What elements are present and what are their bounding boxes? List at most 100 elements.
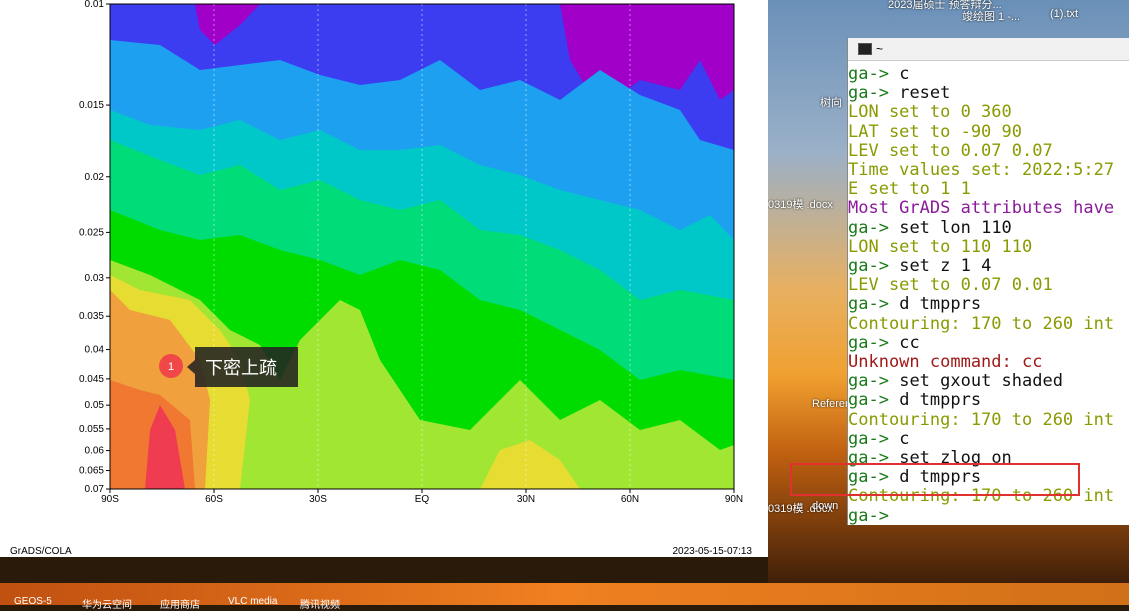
x-tick-label: 30N xyxy=(517,494,535,505)
line-text: Unknown command: cc xyxy=(848,352,1043,373)
terminal-line: ga-> set zlog on xyxy=(848,448,1129,469)
terminal-line: Contouring: 170 to 260 int xyxy=(848,487,1129,506)
desktop-label[interactable]: (1).txt xyxy=(1050,8,1079,20)
prompt: ga-> xyxy=(848,256,889,277)
annotation-text: 下密上疏 xyxy=(205,358,277,378)
terminal-line: LON set to 110 110 xyxy=(848,236,1129,257)
line-text: d tmpprs xyxy=(899,467,982,488)
line-text: LAT set to -90 90 xyxy=(848,121,1022,142)
taskbar-item[interactable]: VLC media xyxy=(228,596,278,607)
taskbar-item[interactable]: 应用商店 xyxy=(160,600,200,611)
x-tick-label: 30S xyxy=(309,494,327,505)
line-text: LON set to 110 110 xyxy=(848,236,1033,257)
highlight-box xyxy=(790,463,1080,496)
line-text: LON set to 0 360 xyxy=(848,102,1012,123)
x-tick-label: EQ xyxy=(415,494,430,505)
terminal-line: ga-> set lon 110 xyxy=(848,217,1129,238)
terminal-line: ga-> cc xyxy=(848,332,1129,353)
y-tick-label: 0.01 xyxy=(85,0,105,10)
y-tick-label: 0.03 xyxy=(85,273,105,284)
taskbar-item[interactable]: GEOS-5 xyxy=(14,596,52,607)
y-tick-label: 0.015 xyxy=(79,100,104,111)
y-tick-label: 0.035 xyxy=(79,311,104,322)
taskbar xyxy=(0,583,1129,605)
terminal-line: Contouring: 170 to 260 int xyxy=(848,313,1129,334)
desktop-icon[interactable]: Referen xyxy=(812,398,852,410)
desktop-label[interactable]: 竣绘图 1 -... xyxy=(962,11,1021,23)
terminal-line: LEV set to 0.07 0.07 xyxy=(848,140,1129,161)
line-text: Time values set: 2022:5:27 xyxy=(848,160,1115,181)
annotation-number: 1 xyxy=(168,361,174,373)
prompt: ga-> xyxy=(848,505,889,526)
prompt: ga-> xyxy=(848,64,889,84)
footer-left: GrADS/COLA xyxy=(10,546,72,557)
line-text: set lon 110 xyxy=(899,217,1012,238)
annotation-badge xyxy=(159,354,183,378)
line-text: c xyxy=(899,428,910,449)
y-tick-label: 0.045 xyxy=(79,374,104,385)
line-text: E set to 1 1 xyxy=(848,179,971,200)
y-tick-label: 0.065 xyxy=(79,466,104,477)
desktop-icon[interactable]: 0319模 .docx xyxy=(768,503,833,515)
desktop-icon[interactable]: down xyxy=(812,500,839,512)
terminal-line: ga-> c xyxy=(848,64,1129,84)
terminal-line: ga-> d tmpprs xyxy=(848,468,1129,487)
line-text: d tmpprs xyxy=(899,294,982,315)
terminal-line: ga-> d tmpprs xyxy=(848,391,1129,410)
terminal-line: LAT set to -90 90 xyxy=(848,121,1129,142)
line-text: set z 1 4 xyxy=(899,256,992,277)
terminal-line: E set to 1 1 xyxy=(848,180,1129,199)
terminal-line: ga-> c xyxy=(848,428,1129,449)
desktop-icon[interactable]: 树向 xyxy=(820,97,842,109)
y-tick-label: 0.02 xyxy=(85,172,105,183)
prompt: ga-> xyxy=(848,371,889,392)
prompt: ga-> xyxy=(848,294,889,315)
plot: GrADS/COLA 2023-05-15-07:13 1 下密上疏 0.01 0… xyxy=(10,0,752,557)
grads-window: GrADS/COLA 2023-05-15-07:13 1 下密上疏 0.01 0… xyxy=(0,0,768,557)
line-text: set gxout shaded xyxy=(899,371,1063,392)
line-text: set zlog on xyxy=(899,448,1012,469)
terminal-line: LEV set to 0.07 0.01 xyxy=(848,276,1129,295)
prompt: ga-> xyxy=(848,83,889,104)
y-tick-label: 0.025 xyxy=(79,227,104,238)
terminal-line: Time values set: 2022:5:27 xyxy=(848,160,1129,181)
prompt: ga-> xyxy=(848,428,889,449)
terminal-line: ga-> xyxy=(848,505,1129,526)
line-text: LEV set to 0.07 0.07 xyxy=(848,140,1053,161)
terminal-line: Most GrADS attributes have xyxy=(848,199,1129,218)
taskbar-item[interactable]: 华为云空间 xyxy=(82,600,132,611)
prompt: ga-> xyxy=(848,467,889,488)
footer-right: 2023-05-15-07:13 xyxy=(672,546,752,557)
terminal-line: LON set to 0 360 xyxy=(848,103,1129,122)
y-tick-label: 0.04 xyxy=(85,345,105,356)
y-tick-label: 0.07 xyxy=(85,484,105,495)
terminal-line: ga-> set gxout shaded xyxy=(848,372,1129,391)
prompt: ga-> xyxy=(848,332,889,353)
line-text: Contouring: 170 to 260 int xyxy=(848,313,1115,334)
terminal-output: ga-> c ga-> reset LON set to 0 360 LAT set … xyxy=(848,61,1129,526)
terminal-line: ga-> d tmpprs xyxy=(848,295,1129,314)
line-text: cc xyxy=(899,332,920,353)
prompt: ga-> xyxy=(848,448,889,469)
prompt: ga-> xyxy=(848,217,889,238)
desktop-icon[interactable]: 0319模 .docx xyxy=(768,199,833,211)
x-tick-label: 60N xyxy=(621,494,639,505)
terminal-line: Unknown command: cc xyxy=(848,352,1129,373)
terminal-line: ga-> set z 1 4 xyxy=(848,256,1129,277)
line-text: d tmpprs xyxy=(899,390,982,411)
line-text: Contouring: 170 to 260 int xyxy=(848,409,1115,430)
y-tick-label: 0.05 xyxy=(85,400,105,411)
y-tick-label: 0.055 xyxy=(79,424,104,435)
line-text: c xyxy=(899,64,910,84)
terminal-title: ~ xyxy=(848,38,1129,61)
line-text: Contouring: 170 to 260 int xyxy=(848,486,1115,507)
desktop-label[interactable]: 2023届硕士 预答辩分... xyxy=(888,0,1002,11)
x-tick-label: 90S xyxy=(101,494,119,505)
x-tick-label: 90N xyxy=(725,494,743,505)
terminal-line: Contouring: 170 to 260 int xyxy=(848,409,1129,430)
line-text: reset xyxy=(899,83,951,104)
taskbar-item[interactable]: 腾讯视频 xyxy=(300,600,340,611)
prompt: ga-> xyxy=(848,390,889,411)
terminal-line: ga-> reset xyxy=(848,84,1129,103)
